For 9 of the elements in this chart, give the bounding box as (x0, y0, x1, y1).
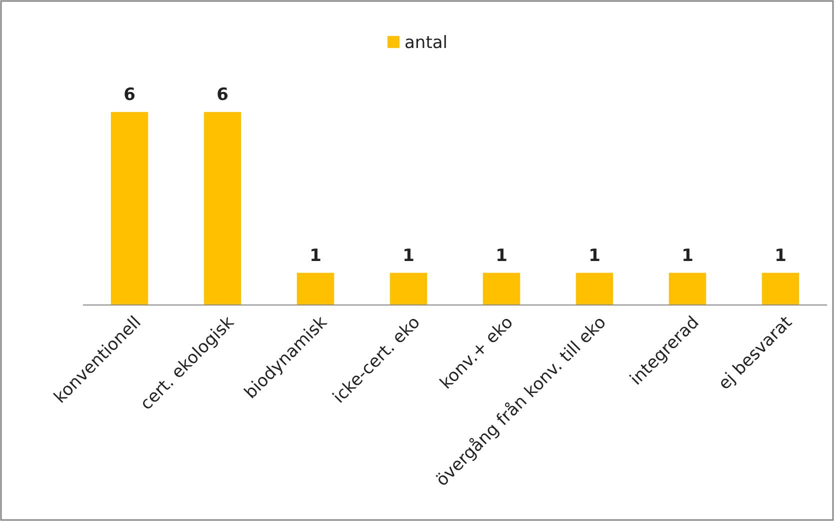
data-label: 6 (216, 85, 228, 105)
legend-label: antal (404, 32, 448, 53)
data-label: 1 (402, 246, 414, 266)
data-label: 1 (496, 246, 508, 266)
data-label: 1 (682, 246, 694, 266)
data-label: 1 (588, 246, 600, 266)
data-label: 1 (774, 246, 786, 266)
data-label: 1 (310, 246, 322, 266)
data-label: 6 (124, 85, 136, 105)
